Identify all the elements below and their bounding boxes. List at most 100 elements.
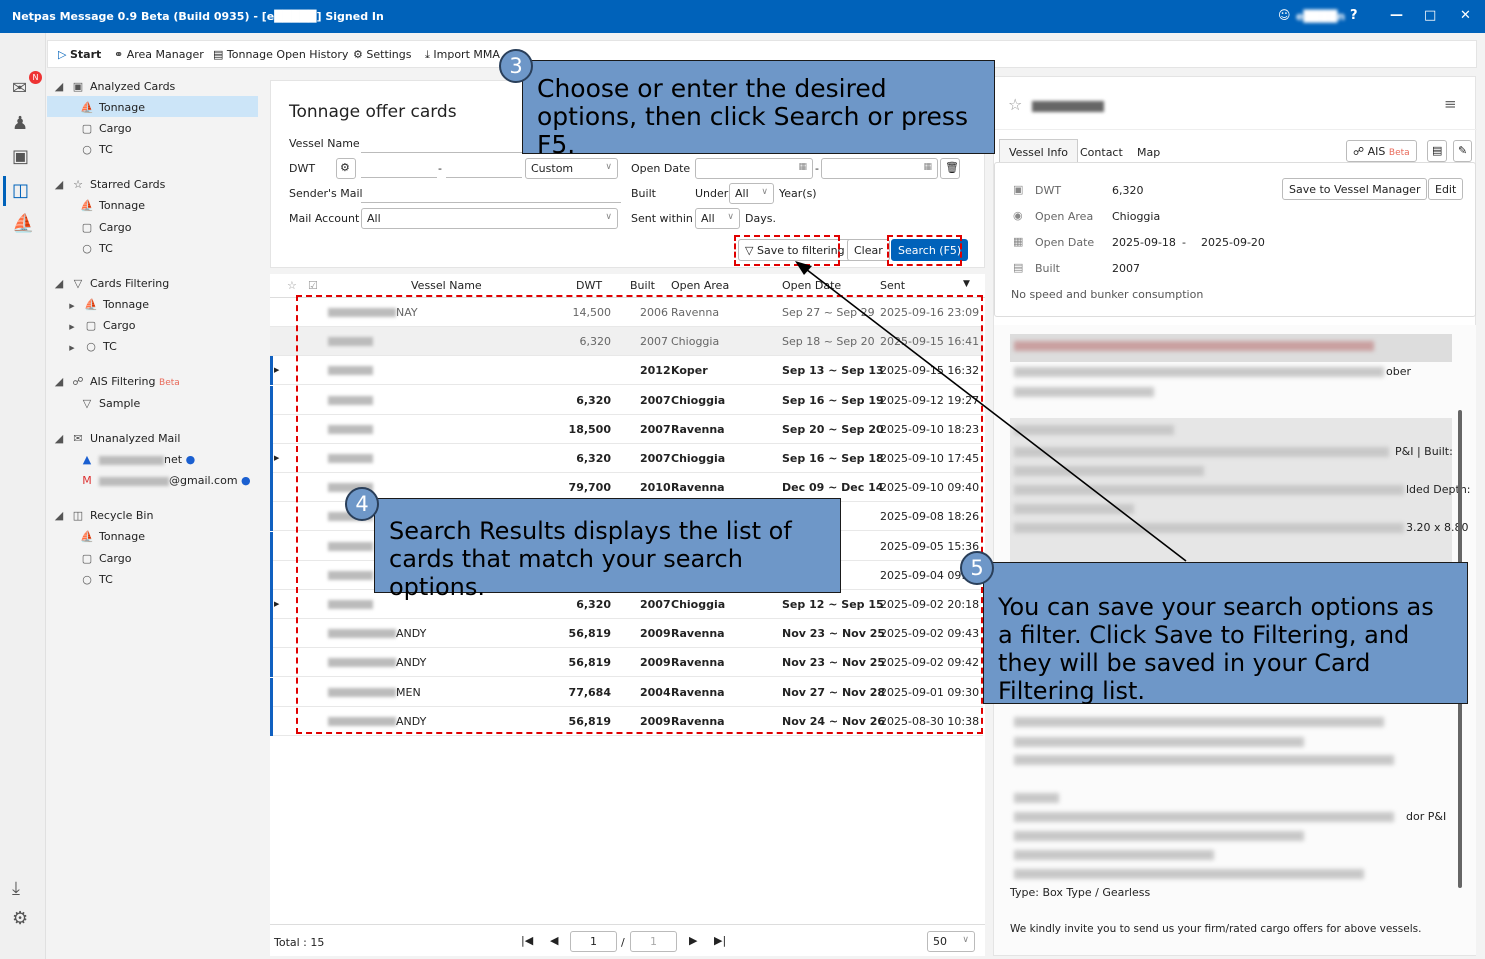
table-row[interactable]: ANDY 56,819 2009 Ravenna Nov 23 ~ Nov 25 2025…: [270, 648, 983, 678]
sort-desc-icon[interactable]: ▼: [963, 279, 970, 289]
tree-cards-filtering[interactable]: ◢ ▽ Cards Filtering: [54, 277, 170, 290]
header-open-date[interactable]: Open Date: [782, 279, 842, 292]
tree-filtering-tonnage[interactable]: ▶ ⛵ Tonnage: [69, 298, 150, 311]
sent-within-select[interactable]: All ∨: [695, 208, 740, 229]
tree-mail-account-1[interactable]: ▲ net ●: [80, 453, 195, 466]
edit-note-icon[interactable]: ✎: [1453, 140, 1473, 162]
senders-mail-input[interactable]: [361, 183, 621, 203]
tree-analyzed-tonnage[interactable]: ⛵ Tonnage: [47, 96, 258, 117]
tree-recycle-bin[interactable]: ◢ ◫ Recycle Bin: [54, 509, 154, 522]
tree-ais-filtering[interactable]: ◢ ☍ AIS Filtering Beta: [54, 375, 180, 388]
tab-contact[interactable]: Contact: [1080, 146, 1123, 159]
header-open-area[interactable]: Open Area: [671, 279, 730, 292]
import-mma-button[interactable]: ⤓ Import MMA: [425, 48, 500, 61]
filter-icon: ▽: [745, 244, 754, 257]
tree-recycle-tonnage[interactable]: ⛵ Tonnage: [80, 530, 146, 543]
tree-starred-cards[interactable]: ◢ ☆ Starred Cards: [54, 178, 166, 191]
tree-recycle-tc[interactable]: ○ TC: [82, 573, 113, 586]
tree-recycle-cargo[interactable]: ▢ Cargo: [81, 552, 132, 565]
database-icon[interactable]: ◫: [12, 180, 30, 201]
tree-filtering-tc[interactable]: ▶ ○ TC: [69, 340, 117, 353]
map-pin-icon[interactable]: ▣: [12, 146, 30, 167]
clear-button[interactable]: Clear: [847, 239, 890, 261]
header-built[interactable]: Built: [630, 279, 655, 292]
unread-indicator: [270, 414, 273, 444]
last-page-icon[interactable]: ▶|: [714, 934, 727, 947]
check-column-icon[interactable]: ☑: [308, 279, 318, 292]
detail-panel: ☆ ≡ Vessel Info Contact Map ☍ AIS Beta ▤…: [993, 76, 1477, 956]
tab-map[interactable]: Map: [1137, 146, 1161, 159]
star-icon[interactable]: ☆: [1008, 95, 1023, 114]
table-row[interactable]: ANDY 56,819 2009 Ravenna Nov 24 ~ Nov 26 2025…: [270, 706, 983, 736]
edit-button[interactable]: Edit: [1428, 178, 1464, 200]
search-button[interactable]: Search (F5): [891, 239, 969, 261]
dwt-min-input[interactable]: [361, 158, 437, 178]
page-input[interactable]: 1: [570, 931, 617, 952]
tonnage-open-history-button[interactable]: ▤ Tonnage Open History: [213, 48, 349, 61]
unread-indicator: [270, 502, 273, 532]
vessel-info-card: Save to Vessel Manager Edit ▣ DWT 6,320 …: [994, 162, 1476, 317]
vessel-name-input[interactable]: [361, 133, 621, 153]
history-icon: ▤: [213, 48, 224, 61]
close-icon[interactable]: ✕: [1460, 8, 1471, 23]
tree-starred-tc[interactable]: ○ TC: [82, 242, 113, 255]
vessel-name: MEN: [396, 685, 421, 699]
table-row[interactable]: ▶ 6,320 2007 Chioggia Sep 12 ~ Sep 15 2025-09…: [270, 590, 983, 619]
save-to-vessel-manager-button[interactable]: Save to Vessel Manager: [1282, 178, 1428, 200]
tree-ais-sample[interactable]: ▽ Sample: [82, 397, 141, 410]
header-sent[interactable]: Sent: [880, 279, 906, 292]
open-date-to[interactable]: ▦: [821, 158, 938, 179]
tree-mail-account-2[interactable]: M @gmail.com ●: [80, 474, 250, 487]
save-to-filtering-button[interactable]: ▽ Save to filtering: [738, 239, 852, 261]
expand-icon[interactable]: ▶: [274, 454, 280, 462]
settings-button[interactable]: ⚙ Settings: [353, 48, 412, 61]
open-date-from[interactable]: ▦: [695, 158, 813, 179]
vessel-name-blurred: [328, 541, 373, 551]
highlight-search: [887, 235, 962, 266]
history-icon[interactable]: ▤: [1427, 140, 1448, 162]
settings-icon[interactable]: ⚙: [12, 908, 29, 929]
open-area-cell: Ravenna: [671, 306, 720, 319]
tab-vessel-info[interactable]: Vessel Info: [999, 139, 1079, 163]
ship-icon[interactable]: ⛵: [12, 213, 35, 234]
mail-account-select[interactable]: All ∨: [361, 208, 618, 229]
mail-icon[interactable]: ✉: [12, 78, 28, 99]
page-size-select[interactable]: 50 ∨: [927, 931, 975, 952]
header-vessel-name[interactable]: Vessel Name: [411, 279, 482, 292]
tree-unanalyzed-mail[interactable]: ◢ ✉ Unanalyzed Mail: [54, 432, 181, 445]
dwt-settings-button[interactable]: ⚙: [336, 158, 356, 179]
built-select[interactable]: All ∨: [729, 183, 774, 204]
expand-icon[interactable]: ▶: [274, 366, 280, 375]
tree-starred-tonnage[interactable]: ⛵ Tonnage: [80, 199, 146, 212]
tree-starred-cargo[interactable]: ▢ Cargo: [81, 221, 132, 234]
star-column-icon[interactable]: ☆: [287, 279, 297, 292]
tree-analyzed-cards[interactable]: ◢ ▣ Analyzed Cards: [54, 80, 176, 93]
start-button[interactable]: ▷ Start: [58, 48, 102, 61]
maximize-icon[interactable]: □: [1424, 8, 1437, 23]
dwt-cell: 6,320: [576, 452, 611, 465]
prev-page-icon[interactable]: ◀: [550, 934, 559, 947]
person-icon[interactable]: ♟: [12, 113, 29, 134]
expand-icon[interactable]: ▶: [274, 600, 280, 608]
star-icon: ☆: [73, 178, 83, 191]
header-dwt[interactable]: DWT: [576, 279, 603, 292]
next-page-icon[interactable]: ▶: [689, 934, 698, 947]
dwt-max-input[interactable]: [446, 158, 522, 178]
user-icon[interactable]: ☺: [1278, 8, 1291, 22]
area-manager-button[interactable]: ⚭ Area Manager: [114, 48, 204, 61]
table-row[interactable]: MEN 77,684 2004 Ravenna Nov 27 ~ Nov 28 2025-…: [270, 677, 983, 707]
clear-date-button[interactable]: 🗑: [940, 158, 960, 179]
ais-button[interactable]: ☍ AIS Beta: [1346, 140, 1417, 162]
tree-filtering-cargo[interactable]: ▶ ▢ Cargo: [69, 319, 136, 332]
download-icon[interactable]: ⤓: [12, 878, 20, 899]
first-page-icon[interactable]: |◀: [521, 934, 534, 947]
tree-analyzed-tc[interactable]: ○ TC: [80, 143, 113, 156]
sent-cell: 2025-09-02 09:42: [880, 656, 980, 670]
table-row[interactable]: ANDY 56,819 2009 Ravenna Nov 23 ~ Nov 25 2025…: [270, 619, 983, 649]
tree-analyzed-cargo[interactable]: ▢ Cargo: [81, 122, 132, 135]
dwt-preset-select[interactable]: Custom ∨: [525, 158, 618, 179]
minimize-icon[interactable]: —: [1390, 8, 1403, 23]
vessel-name-blurred: [328, 687, 396, 697]
help-icon[interactable]: ?: [1350, 8, 1358, 23]
menu-icon[interactable]: ≡: [1444, 95, 1457, 113]
